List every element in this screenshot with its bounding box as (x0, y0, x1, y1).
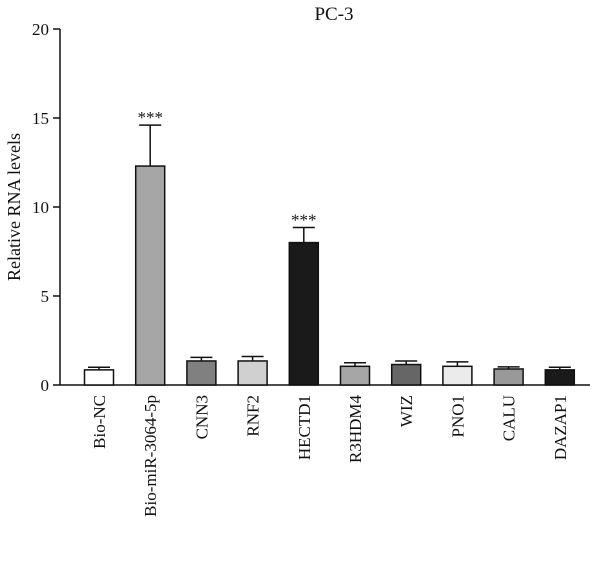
bar-r3hdm4 (339, 365, 371, 386)
bar-hectd1 (288, 241, 320, 386)
y-tick-label: 10 (32, 198, 49, 217)
bar-bio-nc (83, 369, 115, 386)
x-tick-label: Bio-NC (90, 395, 109, 449)
y-tick-label: 15 (32, 109, 49, 128)
bar-dazap1 (544, 369, 576, 386)
bar-pno1 (442, 365, 473, 386)
bars: *** *** (83, 108, 576, 386)
x-tick-labels: Bio-NC Bio-miR-3064-5p CNN3 RNF2 HECTD1 R3HDM… (90, 395, 570, 517)
x-tick-label: WIZ (397, 395, 416, 427)
x-tick-label: PNO1 (448, 395, 467, 438)
bar-bio-mir-3064-5p (134, 165, 166, 386)
bar-calu (493, 368, 524, 386)
y-axis-label: Relative RNA levels (4, 133, 24, 281)
y-tick-label: 0 (41, 376, 50, 395)
y-tick-label: 20 (32, 20, 49, 39)
significance-marker: *** (291, 210, 317, 229)
significance-marker: *** (137, 108, 163, 127)
bar-cnn3 (186, 360, 217, 386)
x-tick-label: HECTD1 (295, 395, 314, 460)
x-tick-label: CNN3 (192, 395, 211, 439)
x-tick-label: Bio-miR-3064-5p (141, 395, 160, 517)
bar-wiz (390, 363, 422, 386)
x-tick-label: RNF2 (244, 395, 263, 437)
x-tick-label: CALU (500, 395, 519, 441)
x-tick-label: R3HDM4 (346, 395, 365, 464)
y-tick-label: 5 (41, 287, 50, 306)
chart-title: PC-3 (314, 4, 353, 25)
y-ticks: 0 5 10 15 20 (32, 20, 60, 395)
bar-rnf2 (237, 360, 268, 386)
x-tick-label: DAZAP1 (551, 395, 570, 460)
